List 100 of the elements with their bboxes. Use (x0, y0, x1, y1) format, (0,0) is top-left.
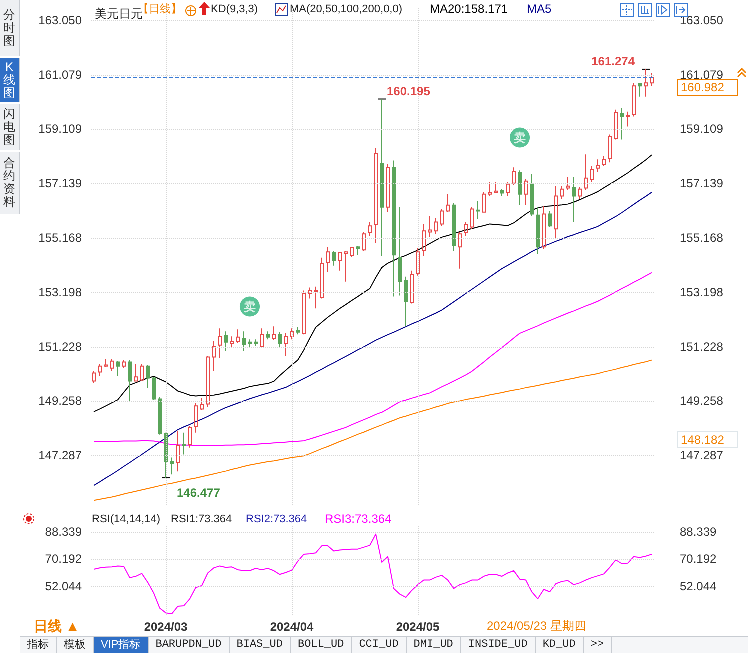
candlestick (98, 364, 102, 377)
side-tab: 分时图 (0, 0, 20, 56)
side-tab: K线图 (0, 58, 20, 102)
candlestick (182, 432, 186, 456)
candlestick (488, 182, 492, 197)
candlestick (206, 356, 210, 408)
candlestick (566, 177, 570, 192)
candlestick (494, 182, 498, 194)
candlestick (626, 111, 630, 128)
line-series (94, 360, 652, 502)
y2-tick-label: 88.339 (680, 524, 718, 539)
y-tick-label: 70.192 (45, 552, 82, 566)
candlestick (422, 224, 426, 256)
candlestick (290, 328, 294, 340)
candlestick (386, 164, 390, 213)
candlestick (146, 364, 150, 389)
candlestick (338, 252, 342, 272)
text: 160.195 (387, 84, 430, 98)
text: 日线 ▲ (34, 618, 80, 636)
annotation: KD(9,3,3) (211, 4, 258, 16)
line-series (94, 272, 652, 446)
data-label: 卖 (514, 130, 526, 145)
text: BOLL_UD (290, 637, 352, 653)
candlestick (458, 232, 462, 270)
data-label: 卖 (244, 300, 256, 314)
candlestick (230, 336, 234, 349)
candlestick (452, 202, 456, 252)
candlestick (320, 257, 324, 300)
candlestick (188, 426, 192, 448)
candlestick (212, 341, 216, 372)
candlestick (116, 360, 120, 377)
y-tick-label: 88.339 (45, 524, 82, 539)
text: BARUPDN_UD (148, 637, 230, 653)
text: KD_UD (536, 637, 584, 653)
y2-tick-label: 52.044 (680, 579, 718, 594)
candlestick (266, 331, 270, 340)
y-tick-label: 159.109 (38, 122, 82, 136)
candlestick (614, 109, 618, 140)
candlestick (332, 250, 336, 266)
text: RSI2:73.364 (246, 514, 308, 526)
y-tick-label: 161.079 (38, 68, 82, 82)
y2-tick-label: 163.050 (680, 13, 724, 28)
text: INSIDE_UD (461, 637, 536, 653)
text: 146.477 (177, 486, 220, 500)
candlestick (362, 232, 366, 252)
candlestick (374, 148, 378, 244)
candlestick (548, 210, 552, 228)
candlestick (440, 208, 444, 227)
y-tick-label: 157.139 (38, 176, 82, 191)
y-tick-label: 155.168 (38, 231, 82, 246)
candlestick (398, 206, 402, 296)
candlestick (410, 270, 414, 304)
candlestick (590, 166, 594, 183)
text: 148.182 (681, 433, 725, 447)
series-label: RSI3:73.364 (325, 512, 392, 526)
candlestick (170, 457, 174, 476)
candlestick (506, 182, 510, 197)
candlestick (296, 326, 300, 336)
text: VIP指标 (94, 637, 149, 653)
candlestick (404, 276, 408, 328)
candlestick (344, 250, 348, 282)
candlestick (92, 370, 96, 384)
candlestick (536, 206, 540, 255)
candlestick (470, 206, 474, 230)
candlestick (122, 360, 126, 369)
y2-tick-label: 147.287 (680, 448, 724, 463)
candlestick (542, 206, 546, 250)
candlestick (236, 329, 240, 344)
candlestick (314, 286, 318, 310)
candlestick (578, 186, 582, 200)
candlestick (248, 339, 252, 349)
y-tick-label: 149.258 (38, 394, 82, 408)
candlestick (326, 246, 330, 272)
candlestick (560, 186, 564, 200)
text: >> (584, 637, 612, 653)
text: RSI1:73.364 (171, 514, 232, 526)
y-tick-label: 153.198 (38, 285, 82, 300)
candlestick (530, 174, 534, 217)
candlestick (356, 246, 360, 256)
y2-tick-label: 149.258 (680, 394, 724, 408)
candlestick (428, 216, 432, 238)
candlestick (152, 376, 156, 401)
candlestick (416, 247, 420, 276)
candlestick (620, 107, 624, 140)
y2-tick-label: 70.192 (680, 552, 718, 566)
candlestick (164, 432, 168, 479)
side-tab: 闪电图 (0, 104, 20, 150)
candlestick (302, 290, 306, 336)
line-series (94, 154, 652, 412)
candlestick (392, 160, 396, 298)
candlestick (476, 200, 480, 220)
text: RSI(14,14,14) (92, 514, 160, 526)
text: MA20:158.171 (430, 2, 508, 16)
y-tick-label: 147.287 (38, 448, 82, 463)
y2-tick-label: 155.168 (680, 231, 724, 246)
candlestick (464, 222, 468, 237)
x-tick-label: 2024/04 (270, 620, 314, 634)
candlestick (368, 222, 372, 237)
candlestick (638, 82, 642, 98)
candlestick (158, 396, 162, 436)
